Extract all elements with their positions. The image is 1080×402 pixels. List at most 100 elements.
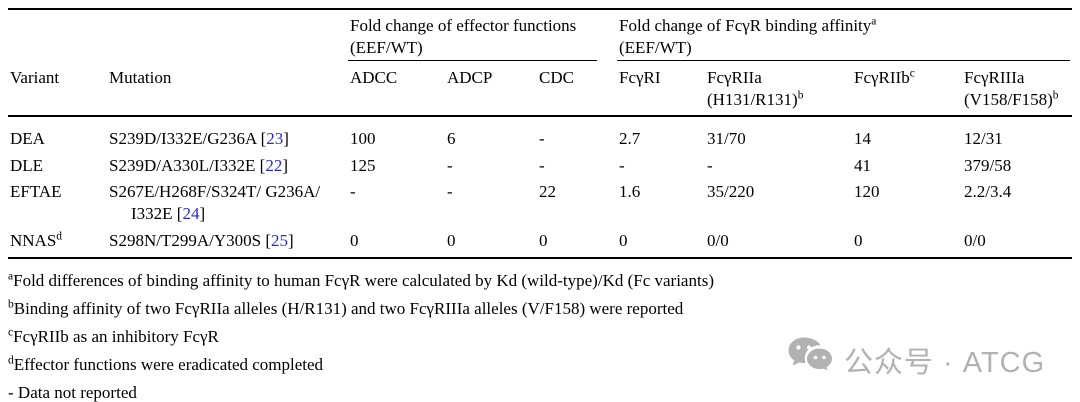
- cell-fcgr1: -: [619, 156, 625, 175]
- fcgr2a-alleles: (H131/R131): [707, 90, 798, 109]
- footnote-superscript: c: [8, 326, 14, 339]
- mutation-text: S239D/A330L/I332E: [109, 156, 256, 175]
- footnote-superscript: d: [8, 354, 14, 367]
- cell-variant: EFTAE: [8, 179, 107, 227]
- mutation-line1: S239D/I332E/G236A [23]: [109, 128, 344, 150]
- variant-name: DEA: [10, 129, 45, 148]
- cell-mutation: S239D/A330L/I332E [22]: [107, 153, 348, 179]
- footnote-superscript: a: [8, 270, 14, 283]
- footnote-text: Fold differences of binding affinity to …: [13, 271, 714, 290]
- fcgr2a-line1: FcγRIIa: [707, 68, 762, 87]
- cell-fcgr2a: 35/220: [707, 182, 755, 201]
- citation-link[interactable]: 22: [265, 156, 283, 175]
- group-b-line2: (EEF/WT): [619, 38, 692, 57]
- cell-mutation: S239D/I332E/G236A [23]: [107, 116, 348, 153]
- col-header-variant: Variant: [8, 61, 107, 117]
- footnote-c: cFcγRIIb as an inhibitory FcγR: [8, 327, 1080, 346]
- cell-adcp: -: [447, 156, 453, 175]
- citation-link[interactable]: 24: [182, 204, 200, 223]
- cell-cdc: 0: [537, 227, 618, 259]
- cell-adcp: 6: [447, 129, 456, 148]
- group-header-row: Fold change of effector functions (EEF/W…: [8, 9, 1072, 61]
- group-a-line2: (EEF/WT): [350, 38, 423, 57]
- cell-fcgr2a: -: [707, 156, 713, 175]
- cell-fcgr2b: 0: [852, 227, 963, 259]
- mutation-line2: I332E [24]: [109, 203, 344, 225]
- citation-bracket: ]: [282, 156, 288, 175]
- fcgr2a-superscript: b: [797, 89, 804, 102]
- cell-fcgr2a: 31/70: [707, 129, 746, 148]
- cell-adcc: 100: [350, 129, 376, 148]
- table-footnotes: aFold differences of binding affinity to…: [8, 271, 1080, 402]
- group-a-line1: Fold change of effector functions: [350, 16, 577, 35]
- cell-fcgr3a: 2.2/3.4: [964, 182, 1012, 201]
- mutation-text: S267E/H268F/S324T/ G236A/: [109, 182, 321, 201]
- cell-mutation: S298N/T299A/Y300S [25]: [107, 227, 348, 259]
- fcgr3a-alleles: (V158/F158): [964, 90, 1053, 109]
- variant-name: NNAS: [10, 231, 57, 250]
- col-header-fcgr2a: FcγRIIa (H131/R131)b: [705, 61, 853, 117]
- cell-fcgr3a: 0/0: [962, 227, 1073, 259]
- fcgr3a-line2: (V158/F158)b: [964, 89, 1068, 111]
- cell-variant: NNASd: [8, 227, 107, 259]
- group-b-line1: Fold change of FcγR binding affinitya: [619, 15, 1068, 37]
- watermark-label: 公众号 · ATCG: [844, 347, 1046, 379]
- cell-adcc: 125: [350, 156, 376, 175]
- footnote-b: bBinding affinity of two FcγRIIa alleles…: [8, 299, 1080, 318]
- footnote-text: FcγRIIb as an inhibitory FcγR: [13, 327, 219, 346]
- fc-variants-table: Fold change of effector functions (EEF/W…: [8, 8, 1073, 259]
- cell-cdc: -: [539, 156, 545, 175]
- fcgr3a-superscript: b: [1052, 89, 1059, 102]
- cell-adcp: -: [447, 182, 453, 201]
- cell-fcgr2b: 41: [854, 156, 872, 175]
- table-row-nnas: NNASd S298N/T299A/Y300S [25] 0 0 0 0 0/0…: [8, 227, 1073, 259]
- mutation-line1: S298N/T299A/Y300S [25]: [109, 230, 344, 252]
- col-header-fcgr3a: FcγRIIIa (V158/F158)b: [962, 61, 1073, 117]
- col-header-mutation: Mutation: [107, 61, 348, 117]
- cell-variant: DLE: [8, 153, 107, 179]
- mutation-line1: S239D/A330L/I332E [22]: [109, 155, 344, 177]
- footnote-text: Binding affinity of two FcγRIIa alleles …: [13, 299, 684, 318]
- cell-cdc: 22: [539, 182, 556, 201]
- cell-mutation: S267E/H268F/S324T/ G236A/ I332E [24]: [107, 179, 348, 227]
- footnote-text: Effector functions were eradicated compl…: [13, 355, 324, 374]
- cell-fcgr1: 2.7: [619, 129, 641, 148]
- fcgr2b-title: FcγRIIb: [854, 68, 910, 87]
- footnote-data-not-reported: - Data not reported: [8, 383, 1080, 402]
- citation-bracket: ]: [199, 204, 206, 223]
- group-header-fcgr-binding: Fold change of FcγR binding affinitya (E…: [617, 9, 1072, 61]
- table-row-dle: DLE S239D/A330L/I332E [22] 125 - - - - 4…: [8, 153, 1072, 179]
- col-header-fcgr2b: FcγRIIbc: [852, 61, 963, 117]
- footnote-d: dEffector functions were eradicated comp…: [8, 355, 1080, 374]
- footnote-superscript: b: [8, 298, 14, 311]
- group-header-spacer: [8, 9, 348, 61]
- watermark: 公众号 · ATCG: [786, 336, 1045, 384]
- cell-fcgr2b: 120: [854, 182, 880, 201]
- cell-adcc: 0: [348, 227, 445, 259]
- cell-adcp: 0: [445, 227, 537, 259]
- citation-bracket: [: [256, 129, 267, 148]
- column-header-row: Variant Mutation ADCC ADCP CDC FcγRI Fcγ…: [8, 61, 1073, 117]
- col-header-fcgr1: FcγRI: [617, 61, 706, 117]
- cell-cdc: -: [539, 129, 545, 148]
- citation-bracket: ]: [288, 231, 294, 250]
- citation-link[interactable]: 25: [271, 231, 288, 250]
- table-row-dea: DEA S239D/I332E/G236A [23] 100 6 - 2.7 3…: [8, 116, 1072, 153]
- fcgr3a-line1: FcγRIIIa: [964, 68, 1025, 87]
- cell-fcgr3a: 12/31: [964, 129, 1003, 148]
- citation-link[interactable]: 23: [266, 129, 284, 148]
- footnote-text: - Data not reported: [8, 383, 137, 402]
- cell-fcgr3a: 379/58: [964, 156, 1012, 175]
- col-header-adcc: ADCC: [348, 61, 445, 117]
- table-row-eftae: EFTAE S267E/H268F/S324T/ G236A/ I332E [2…: [8, 179, 1072, 227]
- cell-adcc: -: [350, 182, 356, 201]
- variant-name: EFTAE: [10, 182, 62, 201]
- cell-fcgr2b: 14: [854, 129, 872, 148]
- fcgr2b-superscript: c: [909, 67, 915, 80]
- mutation-line1: S267E/H268F/S324T/ G236A/: [109, 181, 344, 203]
- citation-bracket: [: [255, 156, 266, 175]
- citation-bracket: ]: [283, 129, 289, 148]
- citation-bracket: [: [261, 231, 271, 250]
- variant-superscript: d: [56, 230, 63, 243]
